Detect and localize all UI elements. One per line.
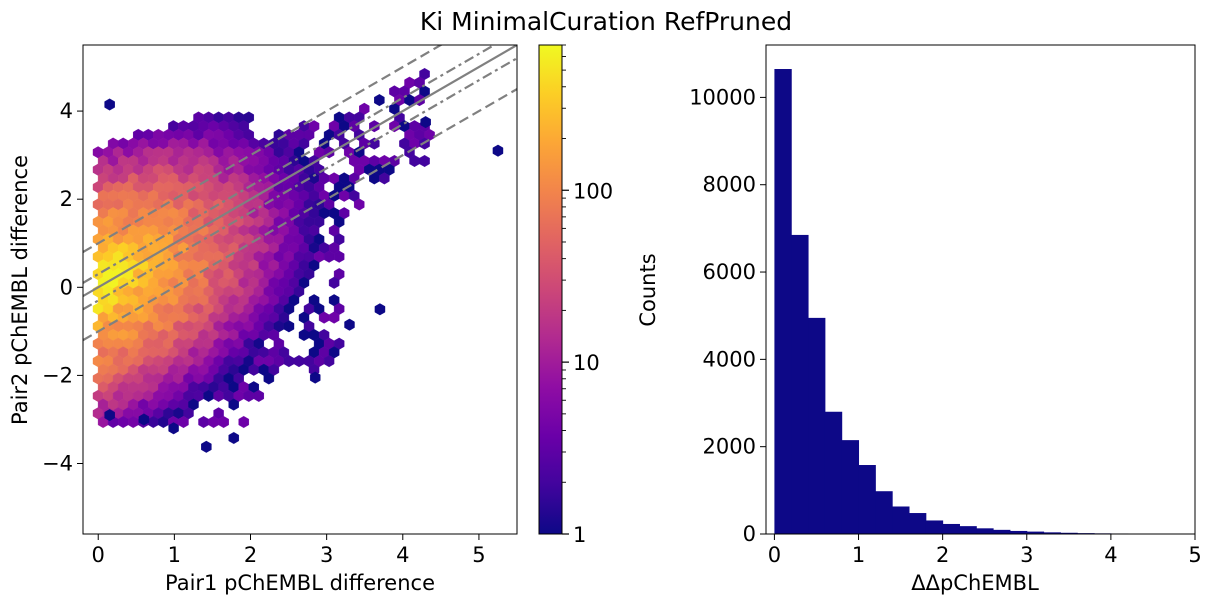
hexbin-cell bbox=[263, 372, 275, 385]
hexbin-cell bbox=[328, 311, 340, 324]
histogram-x-tick-label: 4 bbox=[1104, 543, 1117, 567]
hexbin-cell bbox=[228, 398, 239, 411]
histogram-y-tick-label: 4000 bbox=[703, 347, 756, 371]
histogram-bar bbox=[1043, 532, 1061, 534]
histogram-bar bbox=[1060, 532, 1078, 534]
hexbin-y-ticks: −4 −2 0 2 4 bbox=[42, 99, 83, 476]
figure-title: Ki MinimalCuration RefPruned bbox=[420, 7, 792, 36]
histogram-bar bbox=[824, 411, 843, 534]
histogram-frame bbox=[765, 44, 1196, 535]
histogram-x-tick-label: 5 bbox=[1188, 543, 1201, 567]
hexbin-x-tick-label: 5 bbox=[472, 543, 485, 567]
hexbin-cell bbox=[310, 371, 321, 384]
histogram-bar bbox=[808, 317, 826, 534]
histogram-bar bbox=[841, 440, 860, 534]
hexbin-cell bbox=[168, 422, 179, 435]
histogram-x-tick-label: 0 bbox=[768, 543, 781, 567]
hexbin-y-tick-label: 0 bbox=[60, 275, 73, 299]
hexbin-cell bbox=[379, 172, 390, 185]
histogram-y-tick-label: 2000 bbox=[703, 435, 756, 459]
colorbar-frame bbox=[538, 44, 563, 535]
histogram-bar bbox=[925, 520, 944, 534]
histogram-bar bbox=[942, 523, 960, 534]
hexbin-x-ticks: 0 1 2 3 4 5 bbox=[92, 534, 486, 567]
histogram-bar bbox=[959, 526, 977, 534]
hexbin-cell bbox=[344, 318, 355, 331]
histogram-bar bbox=[774, 69, 792, 534]
histogram-bar bbox=[909, 513, 927, 534]
colorbar-tick-label: 10 bbox=[573, 351, 600, 375]
histogram-plot: 0 1 2 3 4 5 0 2000 4000 6000 8000 10000 ΔΔpChEMBL bbox=[689, 44, 1202, 595]
hexbin-y-tick-label: 2 bbox=[60, 187, 73, 211]
hexbin-cell bbox=[138, 413, 150, 426]
hexbin-cell bbox=[253, 389, 264, 402]
hexbin-y-tick-label: 4 bbox=[60, 99, 73, 123]
hexbin-cell bbox=[178, 415, 189, 429]
hexbin-cell bbox=[104, 98, 115, 111]
histogram-y-tick-label: 10000 bbox=[689, 85, 756, 109]
reference-line-dashed bbox=[83, 88, 517, 342]
hexbin-cell bbox=[374, 303, 386, 316]
histogram-x-tick-label: 2 bbox=[936, 543, 949, 567]
hexbin-cell bbox=[218, 415, 229, 429]
histogram-bar bbox=[976, 528, 994, 534]
hexbin-cell bbox=[328, 276, 340, 289]
hexbin-cell bbox=[238, 415, 250, 429]
histogram-bar bbox=[875, 491, 893, 534]
histogram-y-tick-label: 6000 bbox=[703, 260, 756, 284]
reference-lines bbox=[83, 45, 517, 342]
reference-line-dashed bbox=[83, 45, 444, 254]
hexbin-x-tick-label: 1 bbox=[168, 543, 181, 567]
histogram-x-ticks: 0 1 2 3 4 5 bbox=[768, 534, 1202, 567]
colorbar-tick-label: 1 bbox=[573, 523, 586, 547]
reference-line-solid bbox=[83, 45, 517, 298]
hexbin-y-tick-label: −2 bbox=[42, 363, 73, 387]
hexbin-cell bbox=[369, 137, 380, 150]
hexbin-cell bbox=[104, 409, 115, 422]
hexbin-x-tick-label: 4 bbox=[396, 543, 409, 567]
hexbin-cell bbox=[293, 355, 305, 368]
hexbin-x-tick-label: 2 bbox=[244, 543, 257, 567]
hexbin-cell bbox=[323, 355, 335, 368]
histogram-x-tick-label: 1 bbox=[852, 543, 865, 567]
hexbin-x-tick-label: 3 bbox=[320, 543, 333, 567]
histogram-x-tick-label: 3 bbox=[1020, 543, 1033, 567]
hexbin-cell bbox=[228, 431, 240, 445]
histogram-bar bbox=[892, 506, 910, 534]
hexbin-x-label: Pair1 pChEMBL difference bbox=[165, 571, 435, 595]
hexbin-y-tick-label: −4 bbox=[42, 452, 73, 476]
histogram-bar bbox=[1026, 531, 1045, 534]
hexbin-cell bbox=[374, 94, 385, 107]
hexbin-frame bbox=[82, 44, 518, 535]
colorbar-ticks: 1 10 100 bbox=[562, 44, 613, 547]
histogram-y-tick-label: 8000 bbox=[703, 173, 756, 197]
hexbin-y-label: Pair2 pChEMBL difference bbox=[8, 155, 32, 425]
hexbin-cell bbox=[283, 320, 295, 333]
histogram-bar bbox=[858, 465, 876, 534]
colorbar: 1 10 100 Counts bbox=[538, 44, 660, 547]
hexbin-cell bbox=[198, 415, 209, 429]
histogram-y-tick-label: 0 bbox=[743, 522, 756, 546]
histogram-bar bbox=[1009, 530, 1028, 534]
colorbar-gradient bbox=[539, 45, 562, 534]
colorbar-label: Counts bbox=[636, 253, 660, 326]
hexbin-cells bbox=[92, 67, 504, 453]
hexbin-cell bbox=[333, 250, 345, 263]
hexbin-cell bbox=[419, 154, 430, 168]
hexbin-cell bbox=[492, 144, 504, 157]
histogram-bars bbox=[774, 69, 1146, 534]
histogram-bar bbox=[993, 529, 1011, 534]
histogram-x-label: ΔΔpChEMBL bbox=[911, 571, 1039, 595]
hexbin-x-tick-label: 0 bbox=[92, 543, 105, 567]
hexbin-cell bbox=[201, 440, 212, 453]
hexbin-cell bbox=[354, 198, 365, 211]
histogram-y-ticks: 0 2000 4000 6000 8000 10000 bbox=[689, 85, 766, 546]
histogram-bar bbox=[791, 234, 809, 534]
colorbar-tick-label: 100 bbox=[573, 179, 613, 203]
hexbin-cell bbox=[420, 116, 431, 129]
